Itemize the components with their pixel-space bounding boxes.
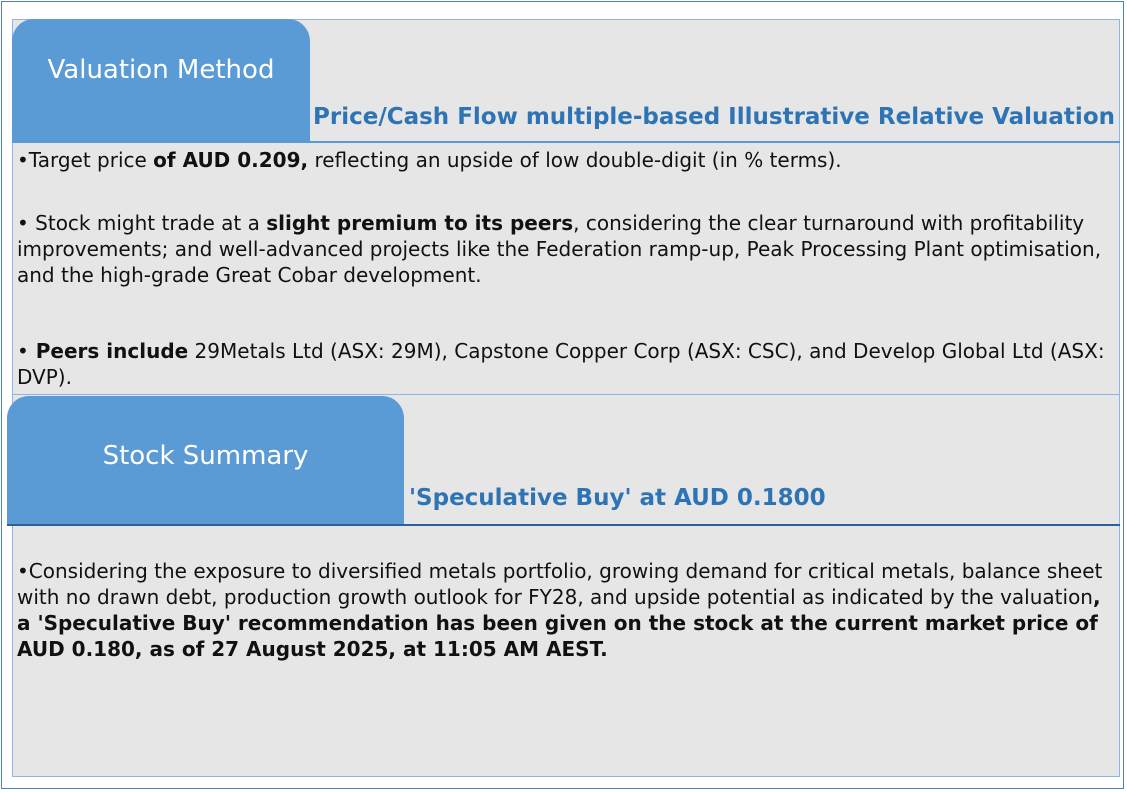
point-text: Stock might trade at a [28,211,267,235]
stock-summary-tab: Stock Summary [7,396,404,526]
valuation-divider [12,141,1120,143]
bullet: • [17,211,29,235]
valuation-method-tab-label: Valuation Method [47,55,275,85]
point-text: Considering the exposure to diversified … [17,559,1103,609]
bullet: • [17,339,29,363]
bullet: • [17,148,29,172]
valuation-point-target-price: •Target price of AUD 0.209, reflecting a… [17,147,1112,173]
point-text: 29Metals Ltd (ASX: 29M), Capstone Copper… [17,339,1105,389]
bullet: • [17,559,29,583]
point-text: , considering the clear turnaround with … [17,211,1102,287]
valuation-point-premium: • Stock might trade at a slight premium … [17,210,1112,288]
point-emphasis: Peers include [28,339,189,363]
section-divider [12,394,1120,395]
point-text: Target price [28,148,154,172]
valuation-method-tab: Valuation Method [12,19,310,141]
summary-point-recommendation: •Considering the exposure to diversified… [17,558,1112,662]
valuation-heading: Price/Cash Flow multiple-based Illustrat… [313,104,1115,130]
summary-heading: 'Speculative Buy' at AUD 0.1800 [409,485,826,511]
point-emphasis: slight premium to its peers [266,211,574,235]
valuation-point-peers: • Peers include 29Metals Ltd (ASX: 29M),… [17,338,1112,390]
point-emphasis: of AUD 0.209, [153,148,309,172]
stock-summary-tab-label: Stock Summary [102,441,309,471]
summary-divider [7,524,1120,526]
point-text: reflecting an upside of low double-digit… [308,148,842,172]
point-emphasis: , a 'Speculative Buy' recommendation has… [17,585,1101,661]
